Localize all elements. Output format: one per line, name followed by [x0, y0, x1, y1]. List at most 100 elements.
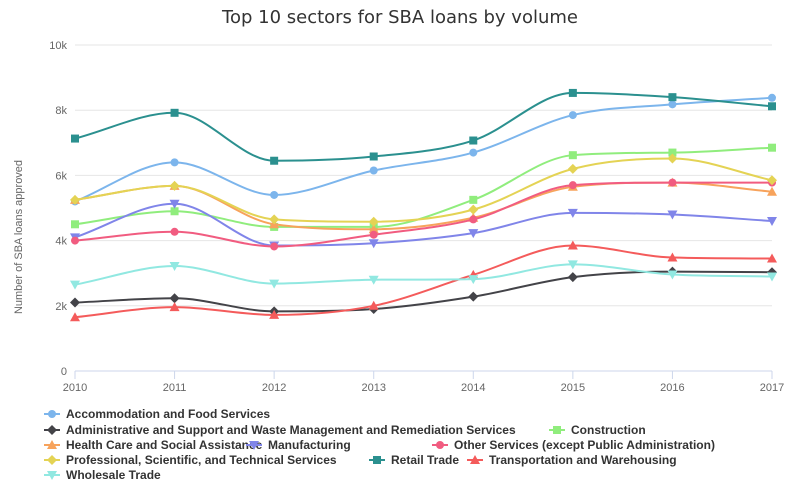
data-point	[667, 210, 678, 220]
data-point	[568, 151, 577, 160]
data-point	[568, 88, 577, 97]
data-point	[469, 195, 478, 204]
data-point	[270, 156, 279, 165]
gridlines	[75, 44, 772, 372]
data-point	[469, 136, 478, 145]
data-point	[567, 208, 578, 218]
x-axis: 2010 2011 2012 2013 2014 2015 2016 2017	[63, 371, 784, 394]
y-tick-label: 0	[61, 366, 67, 378]
legend-marker	[470, 455, 480, 464]
data-point	[70, 280, 80, 290]
data-point	[169, 199, 180, 209]
data-point	[368, 239, 379, 249]
data-point	[667, 252, 678, 262]
data-point	[70, 194, 80, 205]
legend-marker	[47, 455, 57, 465]
legend-label: Construction	[571, 423, 646, 437]
series-lines	[70, 88, 777, 322]
data-point	[170, 158, 179, 167]
legend-item-retail-trade[interactable]: Retail Trade	[369, 453, 459, 467]
series-retail-trade	[71, 88, 776, 165]
legend-marker	[553, 426, 561, 434]
legend-item-professional-scientific-and-technical-services[interactable]: Professional, Scientific, and Technical …	[44, 453, 337, 467]
data-point	[568, 181, 577, 190]
data-point	[71, 236, 79, 245]
legend-label: Transportation and Warehousing	[489, 453, 677, 467]
legend-label: Accommodation and Food Services	[66, 407, 270, 421]
data-point	[567, 260, 578, 270]
x-tick-label: 2011	[163, 382, 187, 394]
legend-marker	[48, 410, 56, 418]
legend-label: Other Services (except Public Administra…	[454, 438, 715, 452]
data-point	[269, 214, 280, 225]
data-point	[369, 166, 378, 175]
x-tick-label: 2013	[361, 382, 385, 394]
legend-marker	[436, 441, 444, 449]
data-point	[71, 220, 79, 229]
data-point	[767, 253, 777, 263]
legend-marker	[47, 471, 57, 480]
legend-label: Retail Trade	[391, 453, 459, 467]
legend: Accommodation and Food Services Administr…	[44, 407, 715, 482]
legend-item-accommodation-and-food-services[interactable]: Accommodation and Food Services	[44, 407, 270, 421]
legend-item-other-services-except-public-administration[interactable]: Other Services (except Public Administra…	[432, 438, 715, 452]
series-line	[74, 202, 773, 247]
legend-item-manufacturing[interactable]: Manufacturing	[246, 438, 351, 452]
y-axis-label: Number of SBA loans approved	[13, 160, 25, 314]
data-point	[170, 207, 179, 216]
data-point	[71, 134, 79, 143]
data-point	[668, 178, 677, 187]
legend-label: Manufacturing	[268, 438, 351, 452]
legend-label: Administrative and Support and Waste Man…	[66, 423, 516, 437]
legend-item-transportation-and-warehousing[interactable]: Transportation and Warehousing	[467, 453, 677, 467]
legend-label: Health Care and Social Assistance	[66, 438, 263, 452]
legend-marker	[47, 440, 57, 449]
y-tick-label: 2k	[55, 301, 67, 313]
data-point	[468, 291, 479, 302]
data-point	[270, 190, 279, 199]
data-point	[368, 224, 379, 234]
data-point	[169, 180, 180, 191]
legend-marker	[47, 425, 57, 435]
data-point	[567, 240, 578, 250]
data-point	[368, 275, 379, 285]
data-point	[667, 270, 678, 280]
data-point	[668, 100, 677, 109]
data-point	[269, 309, 280, 319]
data-point	[768, 102, 776, 111]
data-point	[270, 242, 279, 251]
data-point	[468, 204, 479, 215]
x-tick-label: 2010	[63, 382, 87, 394]
data-point	[269, 279, 280, 289]
data-point	[768, 93, 776, 102]
data-point	[768, 143, 776, 152]
series-line	[74, 270, 773, 313]
data-point	[169, 262, 180, 272]
legend-marker	[249, 441, 259, 450]
legend-label: Wholesale Trade	[66, 468, 161, 482]
y-tick-label: 4k	[55, 236, 67, 248]
series-line	[74, 181, 772, 248]
legend-item-health-care-and-social-assistance[interactable]: Health Care and Social Assistance	[44, 438, 263, 452]
series-other-services-except-public-administration	[71, 178, 776, 251]
data-point	[70, 312, 80, 322]
legend-item-administrative-and-support-and-waste-management-and-remediation-services[interactable]: Administrative and Support and Waste Man…	[44, 423, 516, 437]
legend-item-construction[interactable]: Construction	[549, 423, 646, 437]
data-point	[567, 272, 578, 283]
x-tick-label: 2014	[461, 382, 485, 394]
y-tick-label: 8k	[55, 105, 67, 117]
chart-title: Top 10 sectors for SBA loans by volume	[221, 7, 578, 28]
data-point	[668, 148, 677, 157]
data-point	[169, 302, 180, 312]
data-point	[368, 216, 379, 227]
x-tick-label: 2016	[660, 382, 684, 394]
data-point	[469, 148, 478, 157]
data-point	[468, 229, 479, 239]
data-point	[767, 272, 777, 282]
data-point	[767, 175, 777, 186]
legend-item-wholesale-trade[interactable]: Wholesale Trade	[44, 468, 161, 482]
data-point	[70, 297, 80, 308]
series-line	[74, 181, 773, 231]
data-point	[767, 186, 777, 196]
